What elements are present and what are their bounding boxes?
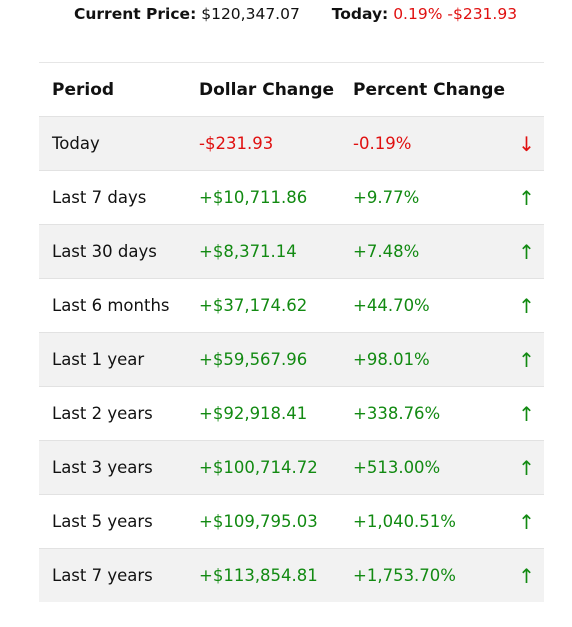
dollar-change-cell: +$37,174.62	[199, 296, 308, 315]
dollar-change-cell: +$92,918.41	[199, 404, 308, 423]
today-label: Today:	[331, 5, 389, 23]
period-cell: Last 7 years	[52, 566, 153, 585]
period-cell: Last 3 years	[52, 458, 153, 477]
table-row: Last 30 days +$8,371.14 +7.48% ↑	[39, 224, 544, 279]
header-percent-change: Percent Change	[353, 79, 505, 100]
price-summary: Current Price: $120,347.07 Today: 0.19% …	[74, 4, 517, 24]
table-row: Today -$231.93 -0.19% ↓	[39, 116, 544, 171]
table-row: Last 6 months +$37,174.62 +44.70% ↑	[39, 278, 544, 333]
percent-change-cell: +1,753.70%	[353, 566, 456, 585]
table-header-row: Period Dollar Change Percent Change	[39, 63, 544, 117]
today-dollar: -$231.93	[447, 5, 518, 23]
period-cell: Last 7 days	[52, 188, 147, 207]
dollar-change-cell: +$100,714.72	[199, 458, 318, 477]
table-row: Last 7 days +$10,711.86 +9.77% ↑	[39, 170, 544, 225]
percent-change-cell: +338.76%	[353, 404, 441, 423]
percent-change-cell: +513.00%	[353, 458, 441, 477]
period-cell: Last 5 years	[52, 512, 153, 531]
header-direction	[513, 63, 544, 117]
period-cell: Last 6 months	[52, 296, 170, 315]
percent-change-cell: +1,040.51%	[353, 512, 456, 531]
dollar-change-cell: +$113,854.81	[199, 566, 318, 585]
price-change-table: Period Dollar Change Percent Change Toda…	[39, 62, 544, 602]
percent-change-cell: +98.01%	[353, 350, 430, 369]
arrow-up-icon: ↑	[518, 347, 535, 372]
today-percent: 0.19%	[393, 5, 443, 23]
table-row: Last 1 year +$59,567.96 +98.01% ↑	[39, 332, 544, 387]
percent-change-cell: +44.70%	[353, 296, 430, 315]
arrow-up-icon: ↑	[518, 401, 535, 426]
current-price-value: $120,347.07	[201, 5, 300, 23]
arrow-down-icon: ↓	[518, 131, 535, 156]
period-cell: Last 30 days	[52, 242, 157, 261]
header-dollar-change: Dollar Change	[199, 79, 335, 100]
arrow-up-icon: ↑	[518, 455, 535, 480]
period-cell: Today	[52, 134, 100, 153]
table-row: Last 7 years +$113,854.81 +1,753.70% ↑	[39, 548, 544, 602]
dollar-change-cell: -$231.93	[199, 134, 274, 153]
dollar-change-cell: +$109,795.03	[199, 512, 318, 531]
arrow-up-icon: ↑	[518, 563, 535, 588]
percent-change-cell: -0.19%	[353, 134, 412, 153]
arrow-up-icon: ↑	[518, 239, 535, 264]
period-cell: Last 2 years	[52, 404, 153, 423]
arrow-up-icon: ↑	[518, 293, 535, 318]
current-price-label: Current Price:	[74, 5, 197, 23]
dollar-change-cell: +$10,711.86	[199, 188, 308, 207]
table-row: Last 5 years +$109,795.03 +1,040.51% ↑	[39, 494, 544, 549]
dollar-change-cell: +$59,567.96	[199, 350, 308, 369]
period-cell: Last 1 year	[52, 350, 145, 369]
arrow-up-icon: ↑	[518, 509, 535, 534]
percent-change-cell: +7.48%	[353, 242, 420, 261]
percent-change-cell: +9.77%	[353, 188, 420, 207]
arrow-up-icon: ↑	[518, 185, 535, 210]
table-row: Last 2 years +$92,918.41 +338.76% ↑	[39, 386, 544, 441]
header-period: Period	[52, 79, 115, 100]
table-row: Last 3 years +$100,714.72 +513.00% ↑	[39, 440, 544, 495]
dollar-change-cell: +$8,371.14	[199, 242, 297, 261]
